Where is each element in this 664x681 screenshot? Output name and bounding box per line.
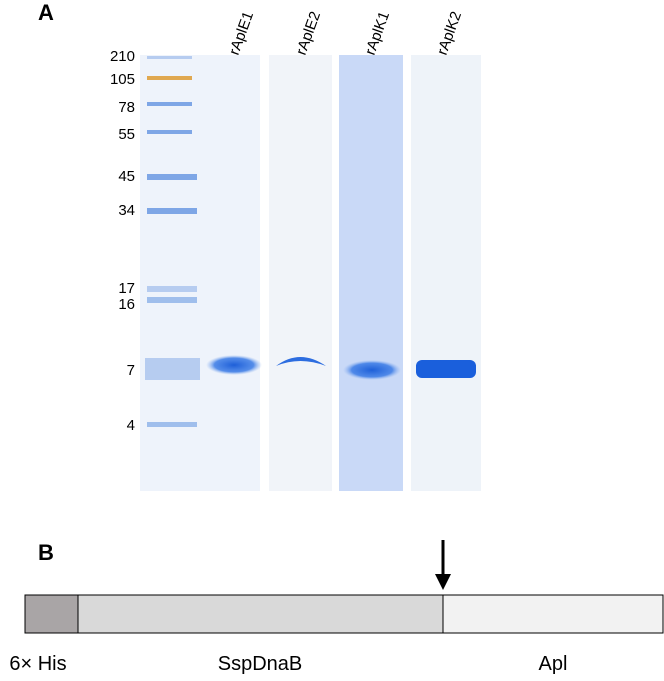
- protein-band: [343, 360, 401, 380]
- marker-label: 105: [110, 71, 135, 88]
- gel-lane: [269, 55, 332, 491]
- marker-label: 17: [118, 280, 135, 297]
- sspdnab-domain: [77, 594, 444, 634]
- marker-label: 34: [118, 202, 135, 219]
- lane-label: rAplK2: [434, 9, 465, 57]
- panel-label: A: [38, 0, 54, 25]
- apl-domain: [442, 594, 664, 634]
- gel-lane: [140, 55, 260, 491]
- lane-label: rAplK1: [362, 9, 393, 57]
- marker-label: 78: [118, 99, 135, 116]
- segment-label: Apl: [539, 653, 568, 675]
- ladder: [145, 56, 200, 427]
- segment-label: SspDnaB: [218, 653, 303, 675]
- lane-label: rAplE2: [293, 9, 324, 57]
- his-tag: [24, 594, 79, 634]
- protein-band: [416, 360, 476, 378]
- marker-label: 210: [110, 48, 135, 65]
- segment-label: 6× His: [9, 653, 66, 675]
- gel: [140, 55, 481, 491]
- gel-lane: [411, 55, 481, 491]
- marker-label: 4: [127, 417, 135, 434]
- panel-label: B: [38, 540, 54, 565]
- lane-label: rAplE1: [226, 9, 257, 57]
- cleavage-arrow-head: [435, 574, 451, 590]
- marker-label: 45: [118, 168, 135, 185]
- protein-band: [276, 357, 326, 366]
- gel-lane: [339, 55, 403, 491]
- marker-label: 55: [118, 126, 135, 143]
- marker-label: 16: [118, 296, 135, 313]
- protein-band: [206, 355, 262, 375]
- marker-label: 7: [127, 362, 135, 379]
